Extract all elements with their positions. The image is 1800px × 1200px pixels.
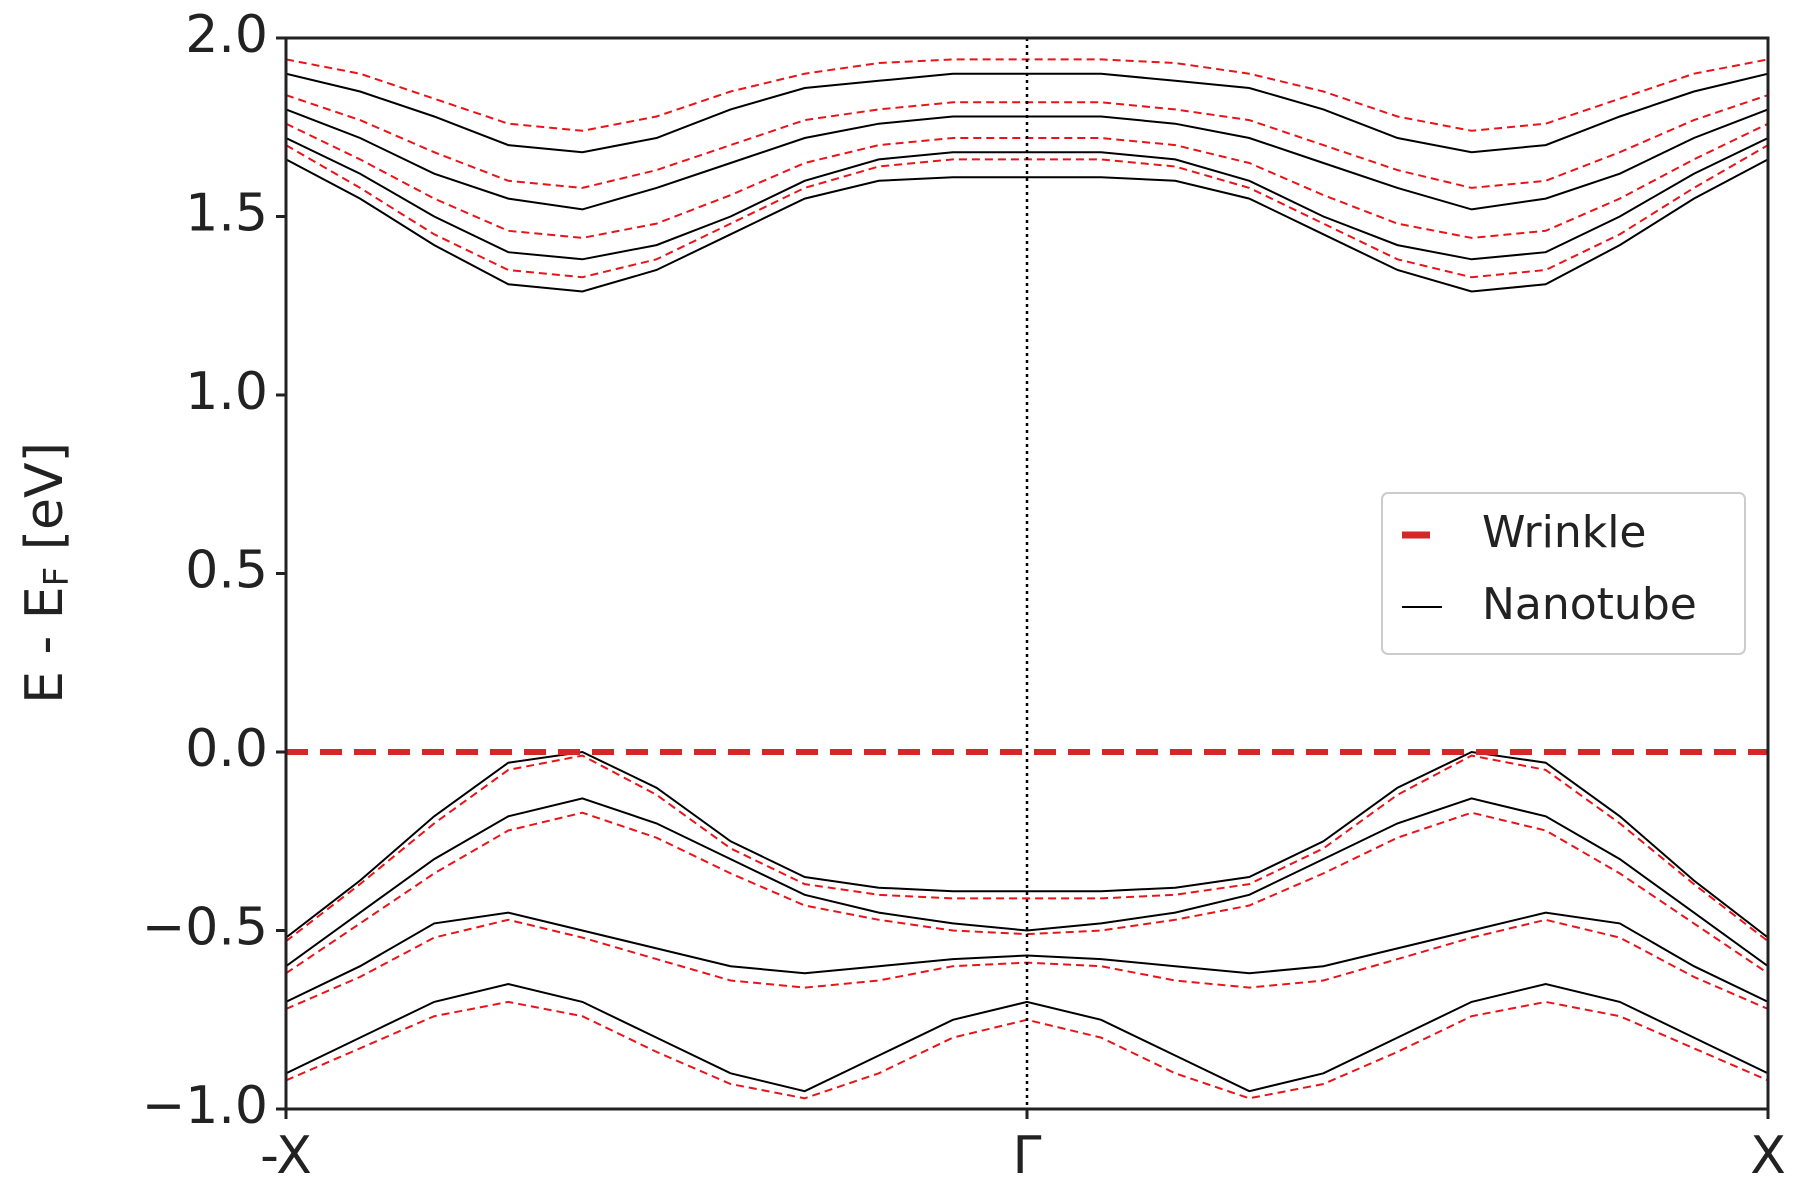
x-tick-label: -X [260,1126,312,1186]
band-line [286,750,1768,939]
x-tick-label: Γ [1013,1126,1042,1186]
legend-label: Wrinkle [1482,507,1647,558]
y-tick-label: −1.0 [142,1076,268,1136]
y-label-main: E - E [15,586,75,704]
band-line [286,158,1768,293]
y-label-unit: [eV] [15,442,75,567]
y-label-subscript: F [37,567,77,587]
x-tick-label: X [1750,1126,1786,1186]
band-line [286,797,1768,968]
y-tick-label: 1.0 [185,362,268,422]
band-line [286,754,1768,942]
y-tick-label: 0.5 [185,541,268,601]
band-line [286,72,1768,154]
legend: Wrinkle Nanotube [1381,492,1746,655]
y-tick-label: 0.0 [185,719,268,779]
y-tick-label: 1.5 [185,184,268,244]
plot-area [286,38,1768,1109]
y-axis-label: E - EF [eV] [15,442,77,704]
y-tick-label: 2.0 [185,5,268,65]
legend-box [1381,492,1746,655]
y-tick-label: −0.5 [142,898,268,958]
band-line [286,982,1768,1093]
legend-label: Nanotube [1482,579,1697,630]
